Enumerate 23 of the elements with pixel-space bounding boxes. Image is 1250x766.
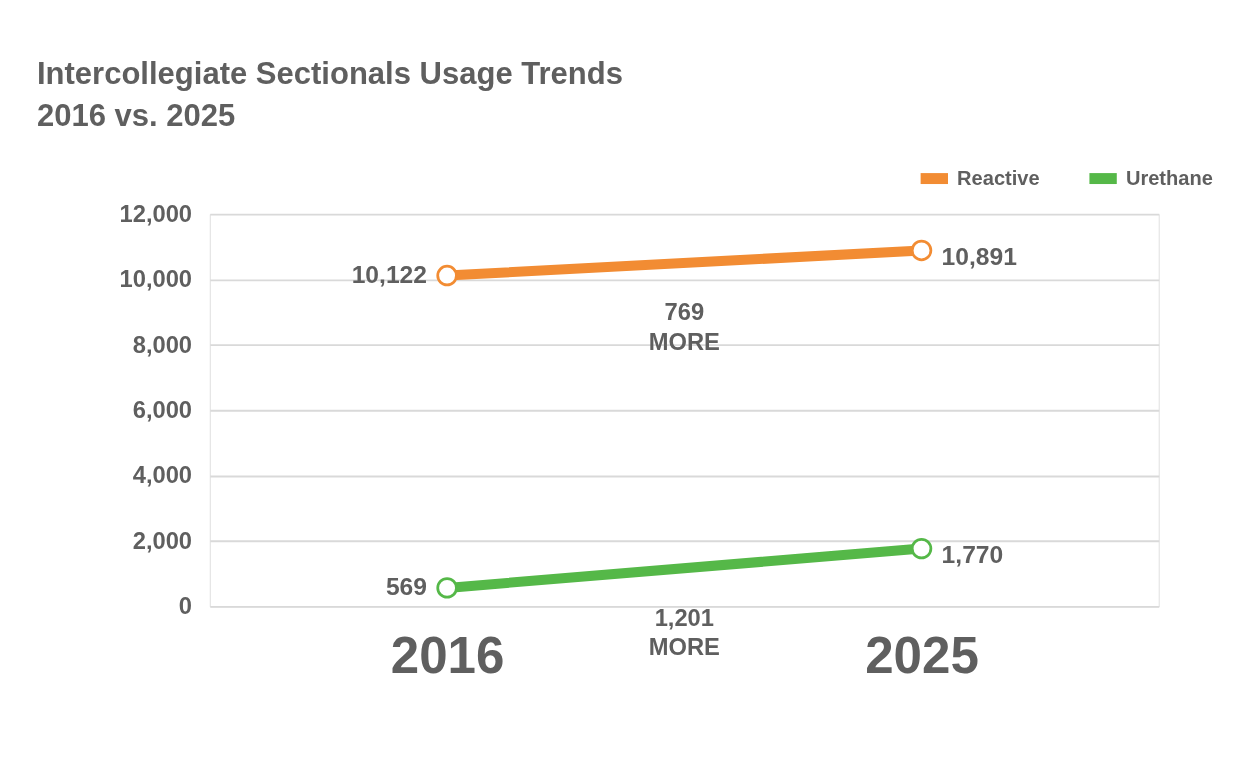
data-label: 10,122 [351, 260, 428, 288]
point [436, 264, 458, 287]
y-tick-label: 2,000 [132, 527, 193, 554]
point [436, 577, 458, 599]
y-tick-label: 0 [178, 593, 193, 620]
y-tick-label: 6,000 [132, 397, 193, 424]
y-tick-label: 12,000 [119, 200, 193, 227]
y-tick-label: 8,000 [132, 331, 193, 358]
data-label: 569 [385, 573, 428, 601]
legend-label: Urethane [1125, 166, 1213, 189]
point [910, 239, 933, 262]
text: Intercollegiate Sectionals Usage Trends [36, 55, 623, 91]
y-tick-label: 10,000 [119, 266, 193, 293]
data-label: 10,891 [941, 243, 1018, 270]
x-tick-label: 2025 [865, 626, 979, 684]
x-tick-label: 2016 [390, 626, 505, 684]
data-label: 1,770 [941, 541, 1004, 569]
point [910, 537, 933, 560]
y-tick-label: 4,000 [132, 462, 193, 489]
legend-label: Reactive [957, 166, 1040, 189]
text: 2016 vs. 2025 [36, 97, 236, 133]
annotation: 1,201 MORE [648, 604, 720, 660]
annotation: 769 MORE [648, 299, 720, 355]
